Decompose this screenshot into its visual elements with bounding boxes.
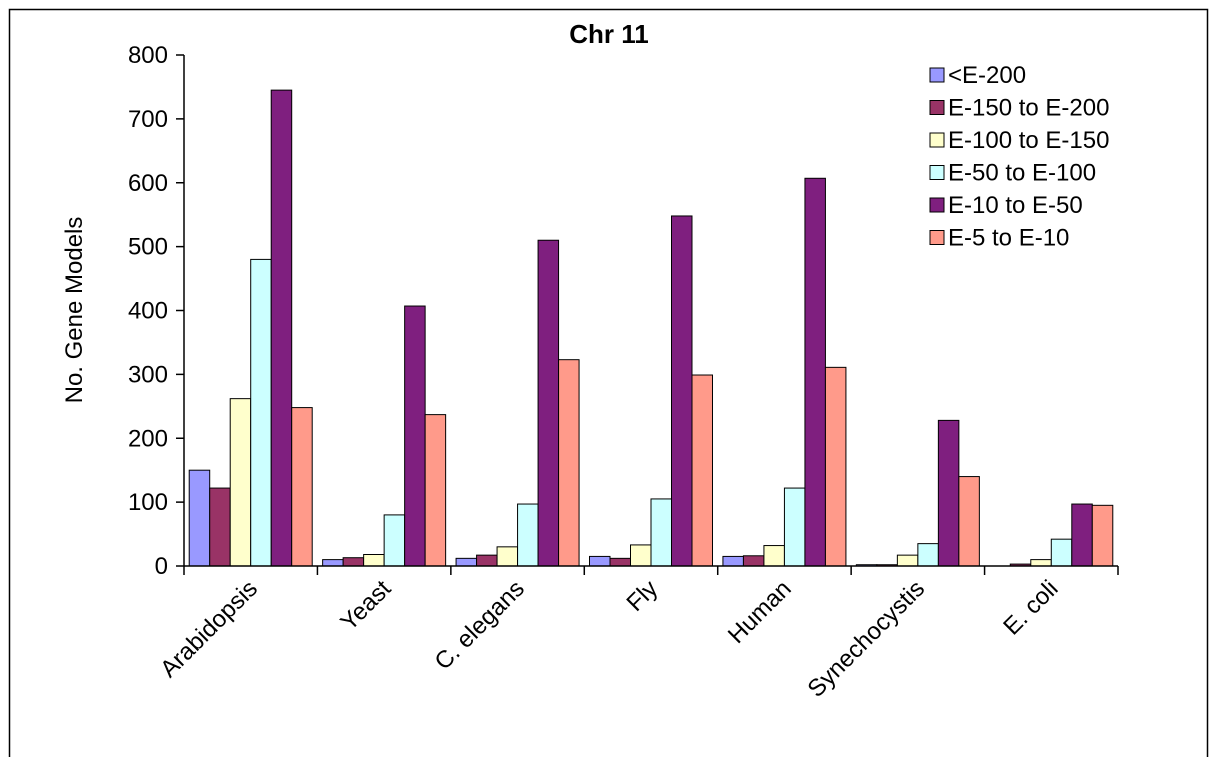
bar-synechocystis-series-2 [896,554,919,567]
bar-c-elegans-series-3 [517,503,539,567]
bar-c-elegans-series-1 [476,554,498,567]
chart-border [8,8,1209,762]
bar-arabidopsis-series-5 [291,407,313,567]
bar-synechocystis-series-3 [917,543,939,567]
bar-human-series-4 [804,177,826,567]
bar-synechocystis-series-5 [958,476,980,567]
bar-arabidopsis-series-4 [270,89,293,567]
bar-fly-series-1 [609,557,631,567]
bar-human-series-2 [763,545,785,567]
legend: <E-200 E-150 to E-200 E-100 to E-150 E-50 t… [929,62,1109,252]
bar-fly-series-4 [671,215,693,567]
bar-c-elegans-series-0 [455,557,478,567]
bar-human-series-3 [783,487,806,567]
bar-arabidopsis-series-3 [250,258,272,567]
bar-e-coli-series-5 [1091,504,1114,567]
bar-yeast-series-1 [342,557,365,567]
y-tick-label: 600 [128,170,168,197]
y-tick-label: 200 [128,425,168,452]
bar-yeast-series-3 [383,514,406,567]
bar-e-coli-series-2 [1030,559,1052,567]
y-tick-label: 700 [128,106,168,133]
bar-arabidopsis-series-0 [188,469,211,567]
bar-e-coli-series-3 [1050,538,1073,567]
legend-label: E-100 to E-150 [948,127,1109,154]
legend-swatch [929,165,945,180]
bar-c-elegans-series-2 [496,546,519,567]
legend-swatch [929,230,945,245]
y-tick-label: 0 [155,553,168,580]
bars-group [188,89,1114,567]
bar-human-series-0 [722,555,744,567]
bar-arabidopsis-series-2 [229,398,252,567]
bar-fly-series-0 [589,555,611,567]
legend-swatch [929,132,945,148]
bar-yeast-series-0 [322,559,344,567]
legend-label: E-5 to E-10 [948,225,1069,252]
y-axis-label: No. Gene Models [61,217,88,404]
y-tick-label: 300 [128,361,168,388]
legend-label: E-50 to E-100 [948,160,1096,187]
bar-c-elegans-series-4 [537,239,560,567]
bar-fly-series-3 [650,498,672,567]
bar-human-series-5 [824,366,847,567]
bar-arabidopsis-series-1 [209,487,231,567]
legend-label: E-150 to E-200 [948,95,1109,122]
chart-title: Chr 11 [569,19,649,49]
legend-swatch [929,100,945,115]
bar-e-coli-series-4 [1071,503,1093,567]
y-tick-label: 500 [128,234,168,261]
legend-label: <E-200 [948,62,1026,89]
bar-fly-series-2 [630,544,652,567]
bar-synechocystis-series-4 [937,419,960,567]
legend-label: E-10 to E-50 [948,192,1083,219]
y-tick-label: 100 [128,489,168,516]
bar-fly-series-5 [691,374,713,567]
legend-swatch [929,197,945,213]
bar-yeast-series-4 [404,305,426,567]
legend-swatch [929,67,945,83]
bar-yeast-series-5 [424,414,447,567]
y-tick-label: 400 [128,298,168,325]
y-tick-label: 800 [128,42,168,69]
bar-yeast-series-2 [363,554,385,567]
bar-c-elegans-series-5 [558,359,580,567]
bar-human-series-1 [742,555,765,567]
